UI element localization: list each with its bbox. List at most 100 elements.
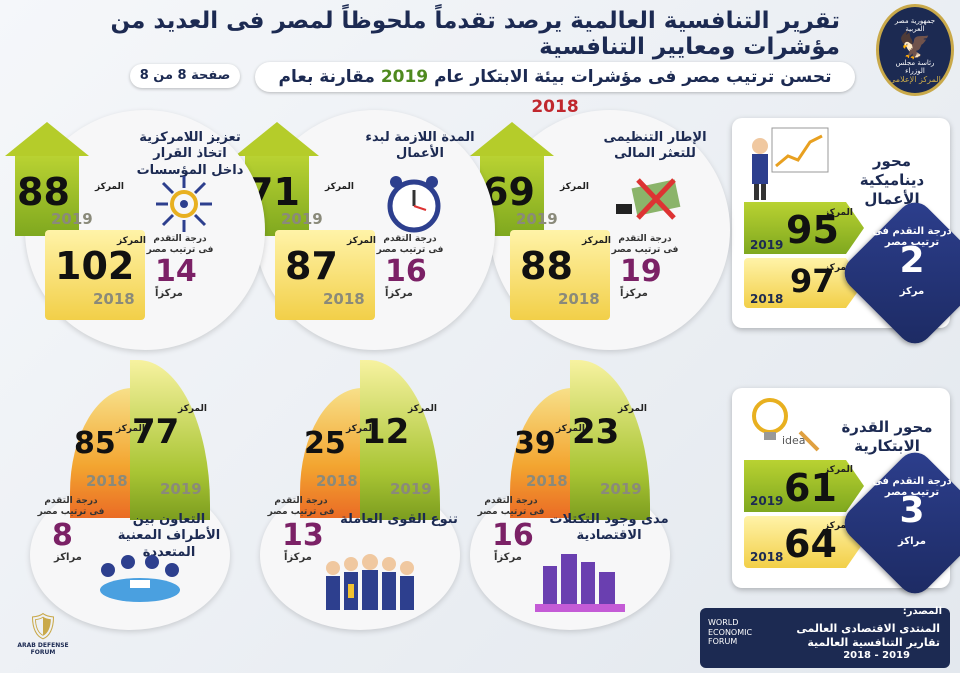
- green-arrow-head: [235, 122, 319, 156]
- progress-unit: مركزاً: [155, 288, 183, 299]
- progress-label: درجة التقدم فى ترتيب مصر: [872, 226, 952, 248]
- rank-2018-value: 97: [790, 262, 835, 300]
- progress-label: درجة التقدم فى ترتيب مصر: [477, 496, 545, 517]
- subtitle-year-2018: 2018: [531, 97, 579, 117]
- rank-2019-value: 12: [362, 412, 410, 452]
- lightbulb-icon: idea: [740, 392, 820, 452]
- rank-label: المركز: [824, 465, 853, 475]
- year-2019-label: 2019: [516, 210, 558, 228]
- source-org: المنتدى الاقتصادى العالمى: [796, 622, 940, 635]
- year-2019-label: 2019: [750, 494, 784, 508]
- subtitle-year-2019: 2019: [380, 67, 429, 87]
- metric-title: تنوع القوى العاملة: [340, 512, 458, 527]
- watermark-text: ARAB DEFENSE FORUM: [17, 642, 69, 656]
- progress-label: درجة التقدم فى ترتيب مصر: [611, 234, 679, 255]
- metric-icon: [90, 544, 190, 614]
- rank-label: المركز: [824, 263, 853, 273]
- rank-label: المركز: [325, 182, 354, 192]
- year-2018-label: 2018: [558, 290, 600, 308]
- axis-title: محور القدرة الابتكارية: [841, 418, 933, 455]
- rank-2019-value: 88: [17, 170, 70, 214]
- year-2019-label: 2019: [750, 238, 784, 252]
- green-arrow-head: [5, 122, 89, 156]
- progress-value: 13: [282, 518, 324, 553]
- year-2019-label: 2019: [281, 210, 323, 228]
- year-2018-label: 2018: [526, 472, 568, 490]
- metric-title: تعزيز اللامركزية اتخاذ القرار داخل المؤس…: [136, 130, 244, 178]
- axis-panel-innovation-capability: idea محور القدرة الابتكارية المركز 61 20…: [732, 388, 960, 601]
- wef-logo: WORLD ECONOMIC FORUM: [708, 618, 770, 647]
- page-title: تقرير التنافسية العالمية يرصد تقدماً ملح…: [110, 8, 840, 60]
- metric-icon: [530, 544, 630, 614]
- rank-label: المركز: [117, 236, 146, 246]
- rank-2018-value: 102: [55, 244, 135, 288]
- subtitle: تحسن ترتيب مصر فى مؤشرات بيئة الابتكار ع…: [255, 62, 855, 117]
- rank-2018-box: [275, 230, 375, 320]
- metric-icon: [149, 174, 219, 234]
- rank-2018-box: [744, 258, 864, 308]
- progress-value: 8: [52, 518, 73, 553]
- rank-2019-value: 77: [132, 412, 180, 452]
- progress-label: درجة التقدم فى ترتيب مصر: [267, 496, 335, 517]
- media-center-logo: جمهورية مصر العربية 🦅 رئاسة مجلس الوزراء…: [876, 4, 954, 96]
- rank-2019-box: [744, 202, 864, 254]
- progress-label: درجة التقدم فى ترتيب مصر: [872, 476, 952, 498]
- metric-icon: [614, 174, 684, 234]
- rank-label: المركز: [560, 182, 589, 192]
- rank-label: المركز: [116, 424, 145, 434]
- rank-label: المركز: [95, 182, 124, 192]
- wef-line-2: ECONOMIC: [708, 627, 753, 637]
- wef-line-1: WORLD: [708, 618, 739, 627]
- rank-2019-box: [15, 156, 79, 236]
- logo-mid-text: رئاسة مجلس الوزراء: [895, 58, 935, 75]
- year-2018-label: 2018: [750, 292, 784, 306]
- metric-icon: [320, 544, 420, 614]
- rank-label: المركز: [556, 424, 585, 434]
- progress-unit: مركزاً: [494, 552, 522, 563]
- year-2019-label: 2019: [160, 480, 202, 498]
- rank-2018-value: 64: [784, 522, 837, 566]
- source-label: المصدر:: [902, 606, 942, 617]
- progress-unit: مركزاً: [284, 552, 312, 563]
- rank-label: المركز: [347, 236, 376, 246]
- rank-2018-value: 25: [304, 426, 346, 461]
- metric-icon: [379, 174, 449, 234]
- rank-2018-value: 39: [514, 426, 556, 461]
- source-report: تقارير التنافسية العالمية: [807, 636, 940, 649]
- watermark: 🛡 ARAB DEFENSE FORUM: [8, 612, 78, 656]
- rank-2018-value: 88: [520, 244, 573, 288]
- rank-label: المركز: [178, 404, 207, 414]
- rank-2018-value: 87: [285, 244, 338, 288]
- progress-label: درجة التقدم فى ترتيب مصر: [37, 496, 105, 517]
- rank-label: المركز: [618, 404, 647, 414]
- progress-value: 14: [155, 254, 197, 289]
- shield-icon: 🛡: [26, 612, 60, 642]
- progress-value: 2: [899, 240, 925, 281]
- progress-unit: مراكز: [898, 536, 926, 547]
- year-2019-label: 2019: [600, 480, 642, 498]
- progress-value: 16: [385, 254, 427, 289]
- rank-2018-box: [45, 230, 145, 320]
- metric-title: التعاون بين الأطراف المعنية المتعددة: [117, 512, 221, 560]
- axis-title: محور ديناميكية الأعمال: [859, 152, 925, 208]
- progress-unit: مركزاً: [385, 288, 413, 299]
- rank-label: المركز: [408, 404, 437, 414]
- rank-2018-value: 85: [74, 426, 116, 461]
- year-2018-label: 2018: [93, 290, 135, 308]
- rank-2018-box: [510, 230, 610, 320]
- subtitle-text-2: مقارنة بعام: [278, 67, 375, 87]
- rank-2019-value: 23: [572, 412, 620, 452]
- progress-label: درجة التقدم فى ترتيب مصر: [376, 234, 444, 255]
- logo-top-text: جمهورية مصر العربية: [894, 16, 936, 33]
- progress-unit: مركز: [899, 286, 925, 297]
- year-2019-label: 2019: [51, 210, 93, 228]
- metric-title: مدى وجود التكتلات الاقتصادية: [549, 512, 669, 544]
- source-years: 2019 - 2018: [843, 650, 910, 661]
- metric-title: المدة اللازمة لبدء الأعمال: [365, 130, 475, 162]
- year-2018-label: 2018: [323, 290, 365, 308]
- rank-label: المركز: [824, 208, 853, 218]
- metric-title: الإطار التنظيمى للتعثر المالى: [603, 130, 707, 162]
- progress-unit: مراكز: [54, 552, 82, 563]
- rank-label: المركز: [582, 236, 611, 246]
- axis-panel-business-dynamism: محور ديناميكية الأعمال المركز 95 2019 ال…: [732, 118, 960, 351]
